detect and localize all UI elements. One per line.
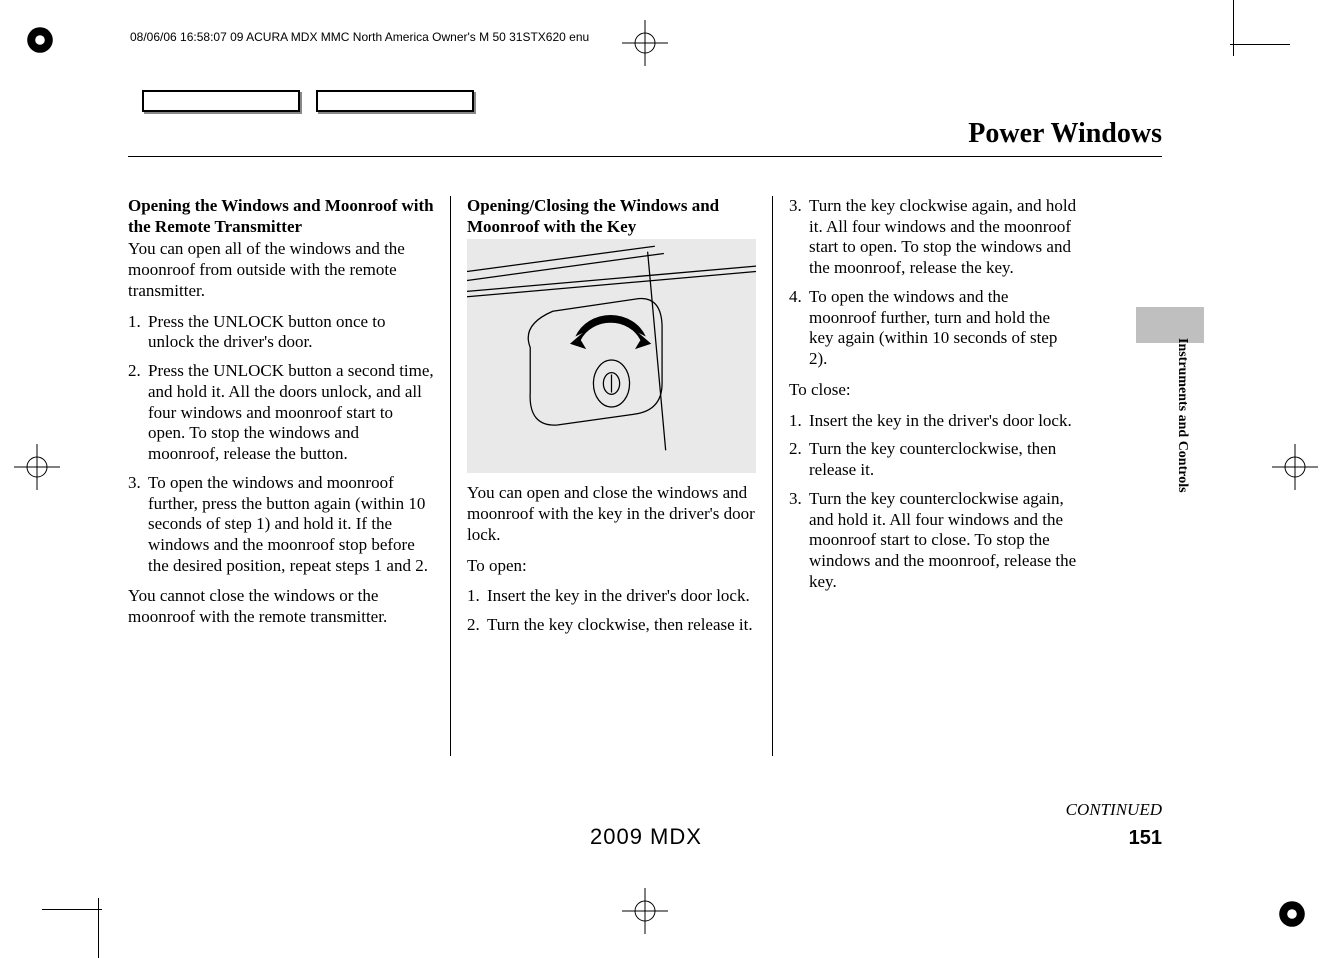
list-item: 1.Insert the key in the driver's door lo…	[467, 586, 756, 607]
list-item: 3.To open the windows and moonroof furth…	[128, 473, 434, 577]
door-handle-illustration	[467, 239, 756, 473]
print-header-meta: 08/06/06 16:58:07 09 ACURA MDX MMC North…	[130, 30, 589, 44]
continued-label: CONTINUED	[1066, 800, 1162, 820]
crosshair-left	[14, 444, 60, 490]
crosshair-top	[622, 20, 668, 66]
list-item: 2.Turn the key clockwise, then release i…	[467, 615, 756, 636]
placeholder-box	[316, 90, 474, 112]
col3-close-list: 1.Insert the key in the driver's door lo…	[789, 411, 1078, 593]
col1-intro: You can open all of the windows and the …	[128, 239, 434, 301]
crop-mark	[1230, 44, 1290, 45]
col1-heading: Opening the Windows and Moonroof with th…	[128, 196, 434, 237]
col2-open-list: 1.Insert the key in the driver's door lo…	[467, 586, 756, 635]
col3-open-list-cont: 3.Turn the key clockwise again, and hold…	[789, 196, 1078, 370]
col2-after-figure: You can open and close the windows and m…	[467, 483, 756, 545]
placeholder-box	[142, 90, 300, 112]
col1-note: You cannot close the windows or the moon…	[128, 586, 434, 627]
crop-mark	[98, 898, 99, 958]
crosshair-right	[1272, 444, 1318, 490]
list-item: 2.Press the UNLOCK button a second time,…	[128, 361, 434, 465]
crop-mark	[1233, 0, 1234, 56]
title-rule	[128, 156, 1162, 157]
list-item: 3.Turn the key counterclockwise again, a…	[789, 489, 1078, 593]
list-item: 4.To open the windows and the moonroof f…	[789, 287, 1078, 370]
column-3: 3.Turn the key clockwise again, and hold…	[772, 196, 1094, 756]
page-title: Power Windows	[968, 118, 1162, 150]
col2-heading: Opening/Closing the Windows and Moonroof…	[467, 196, 756, 237]
header-placeholder-boxes	[142, 90, 474, 112]
registration-mark-bottom-right	[1276, 898, 1308, 930]
col3-to-close-label: To close:	[789, 380, 1078, 401]
col2-to-open-label: To open:	[467, 556, 756, 577]
column-1: Opening the Windows and Moonroof with th…	[128, 196, 450, 756]
list-item: 2.Turn the key counterclockwise, then re…	[789, 439, 1078, 480]
section-tab-label: Instruments and Controls	[1170, 338, 1190, 528]
column-2: Opening/Closing the Windows and Moonroof…	[450, 196, 772, 756]
list-item: 1.Press the UNLOCK button once to unlock…	[128, 312, 434, 353]
page-number: 151	[1129, 827, 1162, 850]
col1-list: 1.Press the UNLOCK button once to unlock…	[128, 312, 434, 577]
crosshair-bottom	[622, 888, 668, 934]
content-columns: Opening the Windows and Moonroof with th…	[128, 196, 1162, 756]
crop-mark	[42, 909, 102, 910]
list-item: 1.Insert the key in the driver's door lo…	[789, 411, 1078, 432]
list-item: 3.Turn the key clockwise again, and hold…	[789, 196, 1078, 279]
footer-model-year: 2009 MDX	[590, 824, 702, 850]
registration-mark-top-left	[24, 24, 56, 56]
